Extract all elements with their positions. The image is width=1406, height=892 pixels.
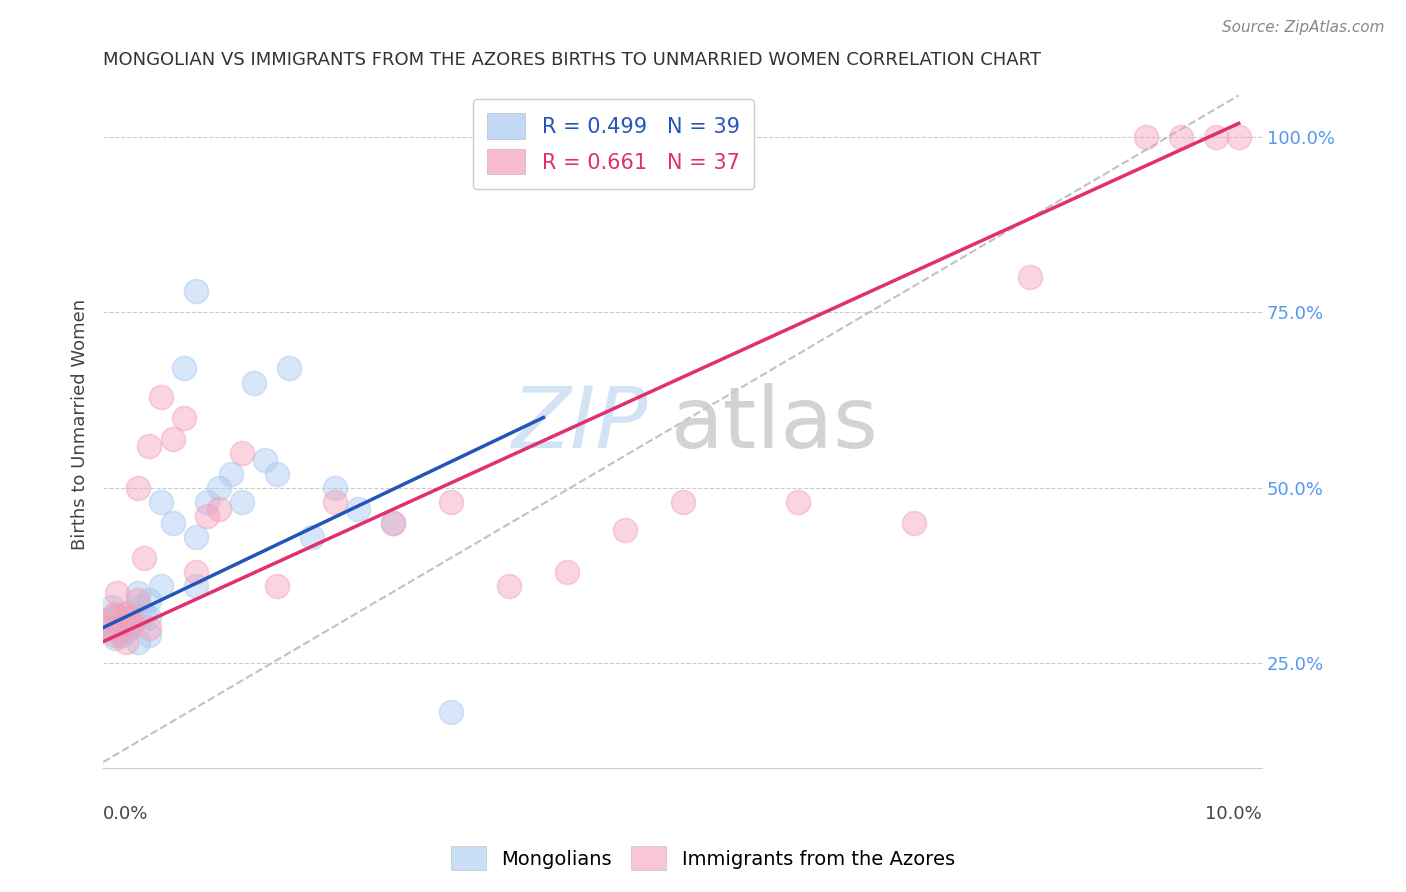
Point (115, 607, 138, 621)
Point (903, 516, 925, 530)
Point (1227, 130, 1250, 145)
Point (127, 585, 149, 599)
Point (104, 631, 127, 645)
Point (138, 627, 160, 641)
Point (97, 614, 120, 628)
Point (184, 530, 207, 544)
Point (671, 494, 693, 508)
Point (150, 579, 173, 593)
Point (1170, 130, 1192, 145)
Point (104, 627, 127, 641)
Point (323, 481, 346, 495)
Point (231, 494, 253, 508)
Point (138, 592, 160, 607)
Point (121, 610, 143, 624)
Point (132, 550, 155, 565)
Point (132, 607, 155, 621)
Point (184, 285, 207, 299)
Point (381, 516, 404, 530)
Point (347, 501, 370, 516)
Text: MONGOLIAN VS IMMIGRANTS FROM THE AZORES BIRTHS TO UNMARRIED WOMEN CORRELATION CH: MONGOLIAN VS IMMIGRANTS FROM THE AZORES … (103, 51, 1040, 69)
Point (197, 494, 219, 508)
Point (104, 624, 127, 639)
Point (117, 610, 139, 624)
Y-axis label: Births to Unmarried Women: Births to Unmarried Women (72, 299, 89, 550)
Point (162, 432, 184, 446)
Point (162, 516, 184, 530)
Point (127, 592, 149, 607)
Point (231, 445, 253, 459)
Point (323, 494, 346, 508)
Point (266, 579, 288, 593)
Point (115, 624, 138, 639)
Point (381, 516, 404, 530)
Point (127, 634, 149, 648)
Point (115, 634, 138, 648)
Point (173, 410, 195, 425)
Point (219, 467, 242, 481)
Point (266, 467, 288, 481)
Point (197, 508, 219, 523)
Point (1135, 130, 1157, 145)
Point (115, 617, 138, 632)
Point (184, 565, 207, 579)
Point (498, 579, 520, 593)
Point (301, 530, 323, 544)
Point (613, 523, 636, 537)
Text: Source: ZipAtlas.com: Source: ZipAtlas.com (1222, 20, 1385, 35)
Point (110, 627, 132, 641)
Legend: Mongolians, Immigrants from the Azores: Mongolians, Immigrants from the Azores (443, 838, 963, 878)
Point (150, 390, 173, 404)
Point (787, 494, 810, 508)
Point (110, 621, 132, 635)
Point (150, 494, 173, 508)
Point (242, 376, 264, 390)
Point (138, 438, 160, 452)
Point (138, 621, 160, 635)
Point (555, 565, 578, 579)
Legend: R = 0.499   N = 39, R = 0.661   N = 37: R = 0.499 N = 39, R = 0.661 N = 37 (472, 99, 754, 189)
Text: 10.0%: 10.0% (1205, 805, 1263, 823)
Point (1019, 270, 1042, 285)
Point (117, 621, 139, 635)
Point (277, 361, 299, 376)
Point (173, 361, 195, 376)
Point (138, 610, 160, 624)
Point (184, 579, 207, 593)
Point (110, 621, 132, 635)
Point (105, 610, 128, 624)
Point (97, 621, 120, 635)
Text: 0.0%: 0.0% (103, 805, 149, 823)
Point (115, 607, 138, 621)
Point (121, 617, 143, 632)
Point (254, 452, 277, 467)
Point (127, 481, 149, 495)
Point (1205, 130, 1227, 145)
Point (440, 705, 463, 719)
Text: ZIP: ZIP (512, 383, 648, 466)
Point (208, 481, 231, 495)
Point (101, 610, 124, 624)
Point (208, 501, 231, 516)
Point (104, 607, 127, 621)
Point (101, 599, 124, 614)
Text: atlas: atlas (671, 383, 879, 466)
Point (440, 494, 463, 508)
Point (105, 585, 128, 599)
Point (127, 599, 149, 614)
